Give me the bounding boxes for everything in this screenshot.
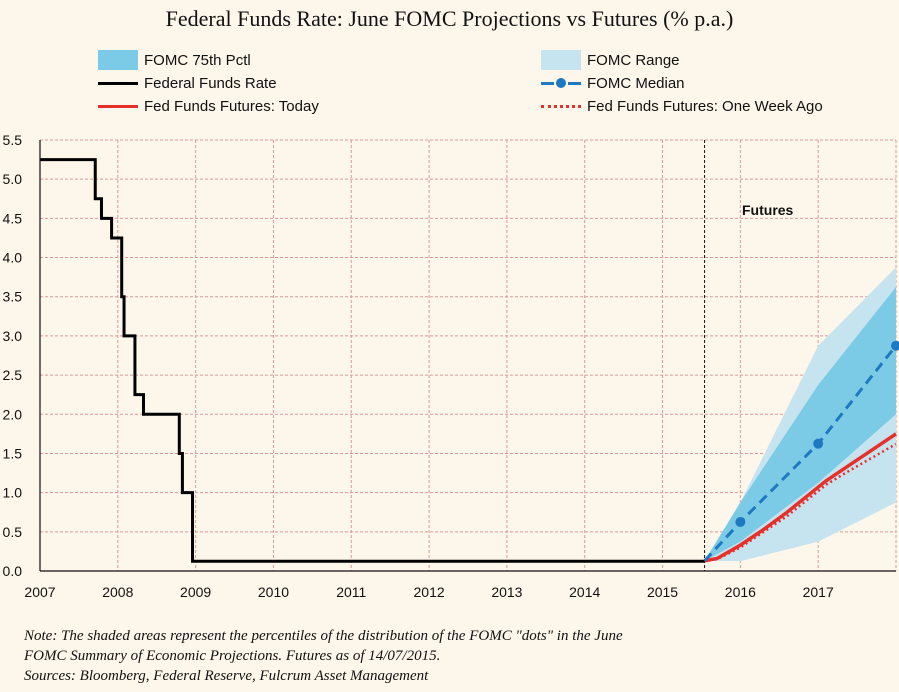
y-tick-label-6: 3.0 [3, 328, 23, 344]
legend-item-pctl75: FOMC 75th Pctl [98, 50, 251, 70]
x-tick-label-4: 2011 [336, 584, 366, 600]
y-tick-label-9: 4.5 [3, 210, 23, 226]
x-tick-label-0: 2007 [24, 584, 55, 600]
legend-label-median: FOMC Median [587, 74, 685, 92]
band-fomc-75th-pctl [704, 286, 896, 561]
legend-item-fed-funds: Federal Funds Rate [98, 73, 277, 93]
x-tick-label-2: 2009 [180, 584, 211, 600]
legend-item-median: FOMC Median [541, 73, 685, 93]
futures-annotation: Futures [742, 202, 794, 218]
y-tick-label-0: 0.0 [3, 563, 23, 579]
note-line-2: FOMC Summary of Economic Projections. Fu… [24, 648, 441, 664]
y-tick-label-7: 3.5 [3, 289, 23, 305]
legend-item-range: FOMC Range [541, 50, 680, 70]
legend-swatch-pctl75 [98, 50, 138, 70]
legend-item-futures-week-ago: Fed Funds Futures: One Week Ago [541, 96, 823, 116]
y-tick-label-11: 5.5 [3, 132, 23, 148]
note-line-3: Sources: Bloomberg, Federal Reserve, Ful… [24, 668, 429, 684]
legend-label-futures-week-ago: Fed Funds Futures: One Week Ago [587, 97, 823, 115]
y-tick-label-4: 2.0 [3, 406, 23, 422]
x-tick-label-9: 2016 [725, 584, 756, 600]
legend-label-pctl75: FOMC 75th Pctl [144, 51, 251, 69]
chart-notes: Note: The shaded areas represent the per… [24, 626, 884, 686]
median-marker-0 [735, 517, 746, 528]
x-tick-label-10: 2017 [803, 584, 834, 600]
legend-swatch-futures-today [98, 96, 138, 116]
x-tick-label-7: 2014 [569, 584, 600, 600]
x-tick-label-6: 2013 [491, 584, 522, 600]
x-tick-label-8: 2015 [647, 584, 678, 600]
x-tick-label-1: 2008 [102, 584, 133, 600]
series-line-fomc-median [703, 344, 898, 562]
series-line-futures-today [704, 432, 897, 563]
x-tick-label-5: 2012 [414, 584, 445, 600]
y-tick-label-5: 2.5 [3, 367, 23, 383]
y-tick-label-1: 0.5 [3, 524, 23, 540]
legend-label-fed-funds: Federal Funds Rate [144, 74, 277, 92]
median-marker-2 [891, 340, 899, 351]
series-line-fed-funds [40, 158, 705, 563]
y-tick-label-8: 4.0 [3, 250, 23, 266]
x-tick-label-3: 2010 [258, 584, 289, 600]
legend-swatch-futures-week-ago [541, 96, 581, 116]
median-marker-1 [813, 438, 824, 449]
y-tick-label-3: 1.5 [3, 445, 23, 461]
y-tick-label-2: 1.0 [3, 485, 23, 501]
legend-swatch-fed-funds [98, 73, 138, 93]
y-tick-label-10: 5.0 [3, 171, 23, 187]
legend-swatch-range [541, 50, 581, 70]
note-line-1: Note: The shaded areas represent the per… [24, 628, 623, 644]
chart-title: Federal Funds Rate: June FOMC Projection… [165, 6, 734, 31]
legend-swatch-median [541, 73, 581, 93]
legend-label-range: FOMC Range [587, 51, 680, 69]
legend-item-futures-today: Fed Funds Futures: Today [98, 96, 319, 116]
legend-label-futures-today: Fed Funds Futures: Today [144, 97, 319, 115]
